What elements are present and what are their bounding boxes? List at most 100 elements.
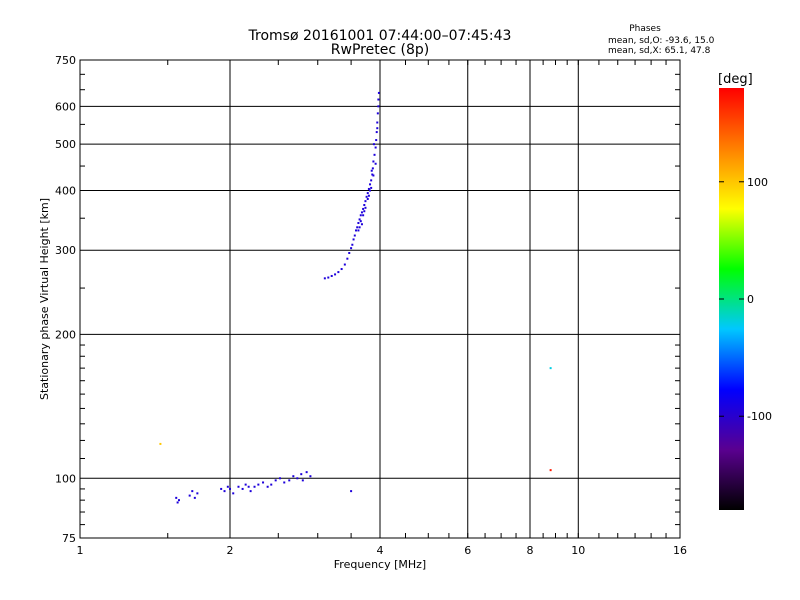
data-point xyxy=(237,485,240,488)
data-point xyxy=(274,479,277,482)
data-point xyxy=(270,483,273,486)
x-axis-label: Frequency [MHz] xyxy=(334,558,426,571)
data-point xyxy=(305,471,308,474)
data-point xyxy=(309,475,312,478)
data-point xyxy=(175,496,178,499)
data-point xyxy=(370,169,373,172)
data-point xyxy=(360,211,363,214)
data-point xyxy=(352,238,355,241)
data-point xyxy=(374,146,377,149)
colorbar-tick-label: 100 xyxy=(747,176,768,189)
data-point xyxy=(363,210,366,213)
colorbar-label: [deg] xyxy=(718,72,753,87)
y-tick-label: 100 xyxy=(55,472,76,485)
data-point xyxy=(262,481,265,484)
data-point xyxy=(549,367,552,370)
data-point xyxy=(376,112,379,115)
data-point xyxy=(193,496,196,499)
y-axis-label: Stationary phase Virtual Height [km] xyxy=(38,198,51,400)
data-point xyxy=(377,98,380,101)
data-point xyxy=(358,218,361,221)
data-point xyxy=(241,487,244,490)
data-point xyxy=(362,214,365,217)
data-point xyxy=(366,197,369,200)
data-point xyxy=(300,473,303,476)
x-tick-label: 10 xyxy=(571,544,585,557)
phases-x-stats: mean, sd,X: 65.1, 47.8 xyxy=(608,46,711,56)
data-point xyxy=(288,479,291,482)
y-tick-label: 400 xyxy=(55,184,76,197)
data-point xyxy=(244,483,247,486)
data-point xyxy=(372,143,375,146)
data-point xyxy=(266,485,269,488)
data-point xyxy=(354,229,357,232)
data-point xyxy=(549,469,552,472)
data-point xyxy=(359,214,362,217)
x-tick-label: 1 xyxy=(77,544,84,557)
colorbar-tick-label: 0 xyxy=(747,293,754,306)
data-point xyxy=(191,490,194,493)
data-point xyxy=(334,273,337,276)
data-point xyxy=(364,206,367,209)
x-tick-label: 4 xyxy=(377,544,384,557)
phases-title: Phases xyxy=(629,24,661,34)
y-tick-labels: 75 100 200 300 400 500 600 750 xyxy=(55,54,76,545)
data-point xyxy=(375,139,378,142)
data-point xyxy=(367,187,370,190)
y-tick-label: 500 xyxy=(55,138,76,151)
data-point xyxy=(249,490,252,493)
data-point xyxy=(357,222,360,225)
data-point xyxy=(159,442,162,445)
data-point xyxy=(226,485,229,488)
phases-o-stats: mean, sd,O: -93.6, 15.0 xyxy=(608,36,715,46)
data-point xyxy=(279,477,282,480)
data-point xyxy=(323,277,326,280)
axis-ticks xyxy=(80,60,680,538)
y-tick-label: 600 xyxy=(55,100,76,113)
data-point xyxy=(370,179,373,182)
data-point xyxy=(372,174,375,177)
data-point xyxy=(372,160,375,163)
data-point xyxy=(177,499,180,502)
x-tick-label: 16 xyxy=(673,544,687,557)
data-point xyxy=(362,207,365,210)
data-point xyxy=(196,492,199,495)
data-point xyxy=(371,173,374,176)
data-point xyxy=(374,162,377,165)
x-tick-label: 6 xyxy=(464,544,471,557)
data-point xyxy=(223,490,226,493)
data-point xyxy=(365,195,368,198)
data-point xyxy=(351,243,354,246)
data-point xyxy=(348,252,351,255)
data-point xyxy=(375,131,378,134)
chart-title: Tromsø 20161001 07:44:00–07:45:43 xyxy=(248,28,512,44)
data-points xyxy=(159,91,552,504)
chart-subtitle: RwPretec (8p) xyxy=(331,42,429,58)
data-point xyxy=(377,105,380,108)
data-point xyxy=(283,481,286,484)
data-point xyxy=(229,487,231,490)
data-point xyxy=(188,494,191,497)
data-point xyxy=(376,121,379,124)
y-tick-label: 750 xyxy=(55,54,76,67)
data-point xyxy=(220,487,223,490)
data-point xyxy=(366,192,369,195)
data-point xyxy=(343,263,346,266)
data-point xyxy=(346,257,349,260)
y-tick-label: 200 xyxy=(55,328,76,341)
grid-lines xyxy=(80,60,680,538)
data-point xyxy=(369,189,372,192)
data-point xyxy=(330,274,333,277)
data-point xyxy=(358,226,361,229)
data-point xyxy=(232,492,235,495)
x-tick-label: 8 xyxy=(527,544,534,557)
colorbar-ticks: 100 0 -100 xyxy=(719,176,772,423)
data-point xyxy=(292,475,295,478)
data-point xyxy=(364,200,367,203)
data-point xyxy=(247,485,250,488)
data-point xyxy=(350,247,353,250)
data-point xyxy=(257,483,260,486)
y-tick-label: 300 xyxy=(55,244,76,257)
data-point xyxy=(301,479,304,482)
